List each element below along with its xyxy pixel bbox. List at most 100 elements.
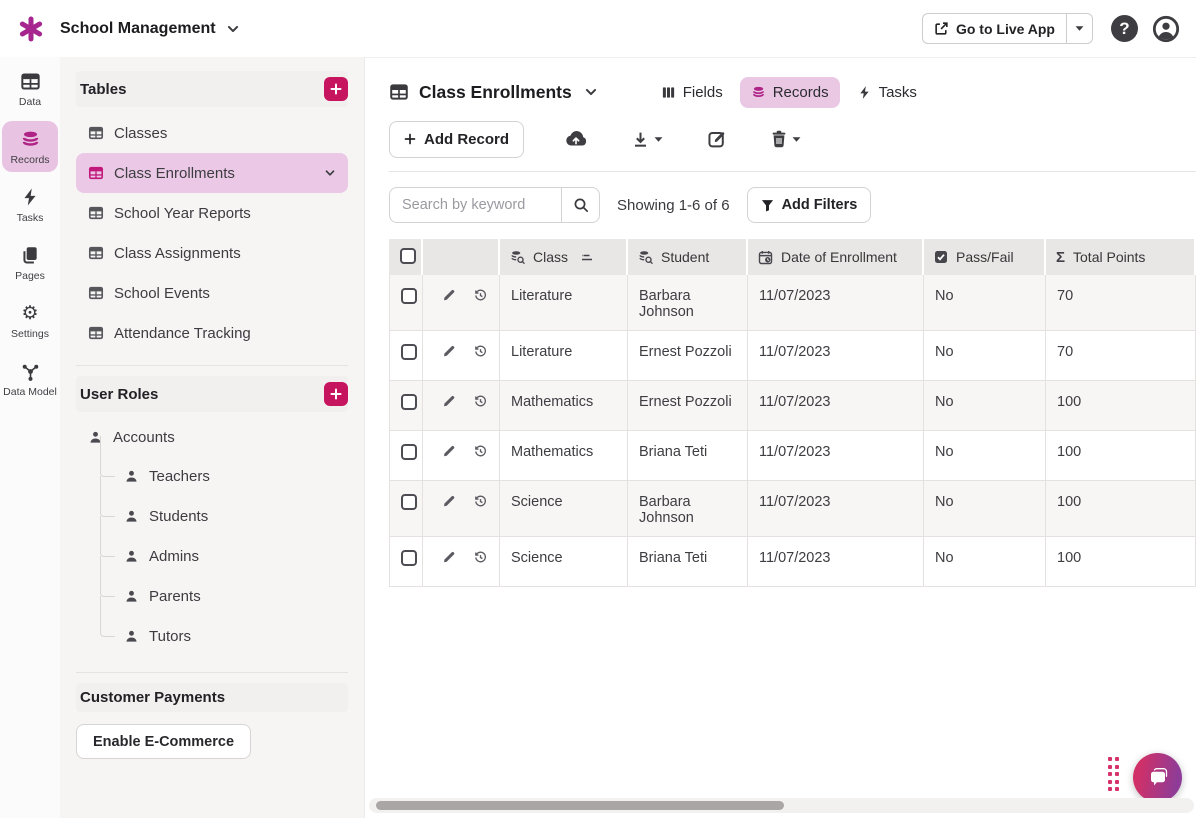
- actions-column-header: [423, 239, 500, 275]
- top-bar: School Management Go to Live App ?: [0, 0, 1196, 57]
- help-icon[interactable]: ?: [1111, 15, 1138, 42]
- nav-tasks[interactable]: Tasks: [2, 179, 58, 230]
- search-button[interactable]: [561, 187, 600, 223]
- column-header-points[interactable]: Σ Total Points: [1046, 239, 1196, 275]
- tab-records[interactable]: Records: [740, 77, 840, 108]
- sidebar-role-item[interactable]: Admins: [76, 536, 348, 576]
- add-record-button[interactable]: Add Record: [389, 121, 524, 158]
- sidebar-table-item[interactable]: Classes: [76, 113, 348, 153]
- chat-widget-button[interactable]: [1133, 753, 1182, 802]
- cell-date: 11/07/2023: [748, 481, 924, 537]
- sidebar-role-item[interactable]: Parents: [76, 576, 348, 616]
- record-history-icon[interactable]: [473, 288, 488, 303]
- cell-date: 11/07/2023: [748, 537, 924, 587]
- sidebar-role-label: Students: [149, 508, 208, 525]
- app-logo-icon[interactable]: [16, 14, 46, 44]
- add-filters-button[interactable]: Add Filters: [747, 187, 872, 223]
- nav-data[interactable]: Data: [2, 63, 58, 114]
- settings-gear-icon: ⚙: [19, 302, 41, 324]
- record-history-icon[interactable]: [473, 550, 488, 565]
- cell-passfail: No: [924, 537, 1046, 587]
- delete-control[interactable]: [771, 130, 801, 148]
- select-all-checkbox[interactable]: [400, 248, 416, 264]
- person-icon: [124, 549, 139, 564]
- nav-settings[interactable]: ⚙ Settings: [2, 295, 58, 346]
- record-history-icon[interactable]: [473, 494, 488, 509]
- nav-pages[interactable]: Pages: [2, 237, 58, 288]
- column-header-date[interactable]: Date of Enrollment: [748, 239, 924, 275]
- page-title: Class Enrollments: [419, 82, 572, 103]
- sidebar-role-item[interactable]: Students: [76, 496, 348, 536]
- record-history-icon[interactable]: [473, 444, 488, 459]
- sidebar-table-item[interactable]: School Events: [76, 273, 348, 313]
- sidebar-role-item[interactable]: Tutors: [76, 616, 348, 656]
- horizontal-scrollbar[interactable]: [369, 798, 1194, 813]
- import-cloud-icon[interactable]: [564, 130, 588, 148]
- column-label-student: Student: [661, 249, 709, 265]
- row-checkbox[interactable]: [401, 288, 417, 304]
- live-app-dropdown-button[interactable]: [1067, 13, 1093, 44]
- edit-record-icon[interactable]: [442, 494, 456, 509]
- object-tabs: Fields Records Tasks: [650, 77, 928, 108]
- column-label-passfail: Pass/Fail: [956, 249, 1014, 265]
- nav-data-model[interactable]: Data Model: [2, 353, 58, 404]
- sidebar-table-item[interactable]: Class Assignments: [76, 233, 348, 273]
- tab-tasks[interactable]: Tasks: [846, 77, 928, 108]
- sort-ascending-icon[interactable]: [580, 252, 594, 263]
- edit-record-icon[interactable]: [442, 444, 456, 459]
- app-menu-chevron-icon[interactable]: [226, 22, 240, 36]
- export-control[interactable]: [632, 131, 663, 148]
- row-checkbox[interactable]: [401, 344, 417, 360]
- edit-record-icon[interactable]: [442, 394, 456, 409]
- enable-ecommerce-button[interactable]: Enable E-Commerce: [76, 724, 251, 759]
- object-menu-chevron-icon[interactable]: [584, 85, 598, 99]
- cell-class: Science: [500, 481, 628, 537]
- sidebar-table-item[interactable]: Attendance Tracking: [76, 313, 348, 353]
- row-checkbox[interactable]: [401, 444, 417, 460]
- row-checkbox[interactable]: [401, 550, 417, 566]
- record-count: Showing 1-6 of 6: [617, 197, 730, 214]
- widget-drag-handle[interactable]: [1108, 757, 1120, 791]
- sidebar-role-item[interactable]: Teachers: [76, 456, 348, 496]
- account-avatar-icon[interactable]: [1152, 15, 1180, 43]
- edit-record-icon[interactable]: [442, 288, 456, 303]
- date-field-icon: [758, 250, 773, 265]
- sidebar-table-item[interactable]: School Year Reports: [76, 193, 348, 233]
- sidebar-role-label: Accounts: [113, 429, 175, 446]
- customer-payments-header: Customer Payments: [76, 683, 348, 712]
- trash-icon: [771, 130, 787, 148]
- table-row: Science Barbara Johnson 11/07/2023 No 10…: [389, 481, 1196, 537]
- sidebar-table-label: School Events: [114, 285, 210, 302]
- row-checkbox[interactable]: [401, 494, 417, 510]
- tasks-lightning-icon: [857, 85, 872, 100]
- sidebar-role-accounts[interactable]: Accounts: [76, 418, 348, 456]
- cell-date: 11/07/2023: [748, 381, 924, 431]
- edit-record-icon[interactable]: [442, 550, 456, 565]
- sidebar-table-label: Attendance Tracking: [114, 325, 251, 342]
- chevron-down-icon[interactable]: [324, 167, 336, 179]
- add-user-role-button[interactable]: [324, 382, 348, 406]
- scrollbar-thumb[interactable]: [376, 801, 784, 810]
- main-panel: Class Enrollments Fields Records: [365, 57, 1196, 818]
- column-header-student[interactable]: Student: [628, 239, 748, 275]
- go-to-live-app-button[interactable]: Go to Live App: [922, 13, 1067, 44]
- search-input[interactable]: [389, 187, 561, 223]
- batch-edit-icon[interactable]: [707, 129, 727, 149]
- column-header-passfail[interactable]: Pass/Fail: [924, 239, 1046, 275]
- row-checkbox[interactable]: [401, 394, 417, 410]
- add-table-button[interactable]: [324, 77, 348, 101]
- column-header-class[interactable]: Class: [500, 239, 628, 275]
- download-icon: [632, 131, 649, 148]
- nav-rail: Data Records Tasks Pages ⚙ Settings: [0, 57, 60, 818]
- tab-fields[interactable]: Fields: [650, 77, 734, 108]
- add-record-label: Add Record: [424, 131, 509, 148]
- cell-class: Mathematics: [500, 381, 628, 431]
- funnel-icon: [761, 199, 774, 212]
- sidebar-table-item[interactable]: Class Enrollments: [76, 153, 348, 193]
- nav-records[interactable]: Records: [2, 121, 58, 172]
- record-history-icon[interactable]: [473, 344, 488, 359]
- nav-pages-label: Pages: [15, 270, 45, 282]
- cell-student: Briana Teti: [628, 537, 748, 587]
- record-history-icon[interactable]: [473, 394, 488, 409]
- edit-record-icon[interactable]: [442, 344, 456, 359]
